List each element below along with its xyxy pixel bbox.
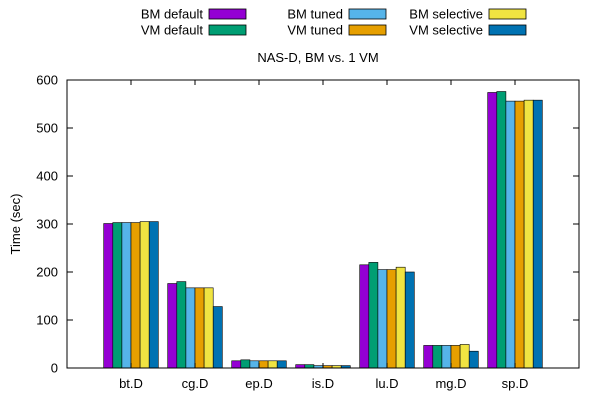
y-tick-label: 300 <box>36 217 58 232</box>
legend-swatch <box>348 8 387 20</box>
chart-title: NAS-D, BM vs. 1 VM <box>257 50 378 65</box>
y-tick-label: 600 <box>36 73 58 88</box>
bar <box>176 281 187 369</box>
bar <box>505 100 516 369</box>
legend-swatch <box>488 24 527 36</box>
y-axis-label: Time (sec) <box>8 194 23 255</box>
bar <box>249 360 260 369</box>
legend-label: BM tuned <box>287 7 343 22</box>
bar <box>514 100 525 369</box>
bar <box>496 91 507 369</box>
bar <box>103 223 114 369</box>
bar <box>432 345 443 369</box>
legend-swatch <box>208 24 247 36</box>
bar <box>231 360 242 369</box>
y-tick-label: 0 <box>51 361 58 376</box>
x-tick-label: ep.D <box>245 376 272 391</box>
legend-label: VM tuned <box>287 23 343 38</box>
y-axis-ticks: 0 100 200 300 400 500 600 <box>36 73 579 376</box>
bar <box>468 350 479 369</box>
bar <box>148 221 159 369</box>
bar <box>441 345 452 369</box>
x-tick-label: cg.D <box>182 376 209 391</box>
bar <box>185 287 196 369</box>
x-axis-ticks: bt.D cg.D ep.D is.D lu.D mg.D sp.D <box>119 80 528 391</box>
bar <box>203 287 214 369</box>
bar <box>359 264 370 369</box>
bar <box>395 266 406 369</box>
bar <box>404 271 415 369</box>
bar <box>487 92 498 369</box>
y-tick-label: 100 <box>36 313 58 328</box>
y-tick-label: 500 <box>36 121 58 136</box>
bar <box>112 222 123 369</box>
x-tick-label: lu.D <box>375 376 398 391</box>
bar <box>121 222 132 369</box>
x-tick-label: mg.D <box>435 376 466 391</box>
legend-label: VM default <box>141 23 204 38</box>
bar <box>423 345 434 369</box>
bar <box>130 222 141 369</box>
x-tick-label: sp.D <box>502 376 529 391</box>
bar <box>167 283 178 369</box>
legend-swatch <box>488 8 527 20</box>
legend-label: VM selective <box>409 23 483 38</box>
bar <box>139 221 150 369</box>
legend-swatch <box>348 24 387 36</box>
bar <box>240 359 251 369</box>
legend-label: BM selective <box>409 7 483 22</box>
bar <box>523 99 534 369</box>
y-tick-label: 200 <box>36 265 58 280</box>
bar <box>258 360 269 369</box>
bar <box>377 269 388 369</box>
bar <box>295 364 306 369</box>
bar <box>450 345 461 369</box>
y-tick-label: 400 <box>36 169 58 184</box>
x-tick-label: bt.D <box>119 376 143 391</box>
bar <box>267 360 278 369</box>
bar <box>194 287 205 369</box>
legend-label: BM default <box>141 7 204 22</box>
bar <box>304 364 315 369</box>
bars <box>103 91 543 369</box>
bar <box>386 269 397 369</box>
bar <box>276 360 287 369</box>
legend-swatch <box>208 8 247 20</box>
bar <box>532 99 543 369</box>
x-tick-label: is.D <box>312 376 334 391</box>
bar <box>459 344 470 369</box>
bar <box>368 262 379 369</box>
bar <box>212 306 223 369</box>
